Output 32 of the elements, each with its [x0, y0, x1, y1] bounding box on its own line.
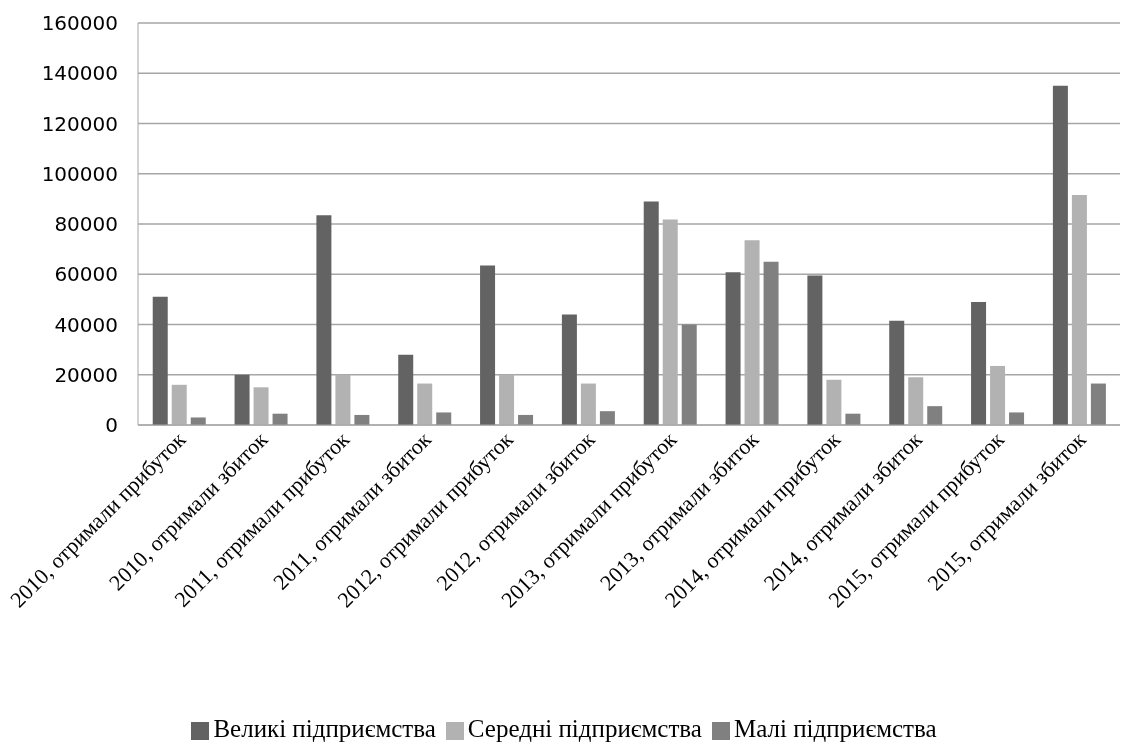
bar	[398, 354, 414, 425]
bar	[561, 314, 577, 425]
bar	[971, 301, 987, 425]
y-tick-label: 140000	[41, 61, 118, 86]
bar	[190, 417, 206, 425]
bar	[316, 215, 332, 425]
y-tick-label: 100000	[41, 161, 118, 186]
bar	[927, 406, 943, 425]
y-tick-label: 40000	[54, 312, 118, 337]
bar	[599, 411, 615, 425]
y-tick-label: 160000	[41, 11, 118, 36]
legend-label: Великі підприємства	[213, 715, 436, 742]
y-tick-label: 0	[105, 413, 118, 438]
bar	[1052, 85, 1068, 425]
bar	[681, 324, 697, 425]
bar	[152, 296, 168, 425]
bar	[436, 412, 452, 425]
bar	[1009, 412, 1025, 425]
bar	[234, 374, 250, 425]
y-tick-label: 20000	[54, 362, 118, 387]
bar	[763, 261, 779, 425]
bar	[480, 265, 496, 425]
bar	[1090, 383, 1106, 425]
y-tick-label: 60000	[54, 262, 118, 287]
y-tick-label: 120000	[41, 111, 118, 136]
legend-label: Малі підприємства	[733, 715, 937, 742]
bar	[725, 272, 741, 425]
y-tick-label: 80000	[54, 212, 118, 237]
bar	[643, 201, 659, 425]
bar	[889, 320, 905, 425]
legend-label: Середні підприємства	[467, 715, 702, 742]
bar	[807, 275, 823, 425]
